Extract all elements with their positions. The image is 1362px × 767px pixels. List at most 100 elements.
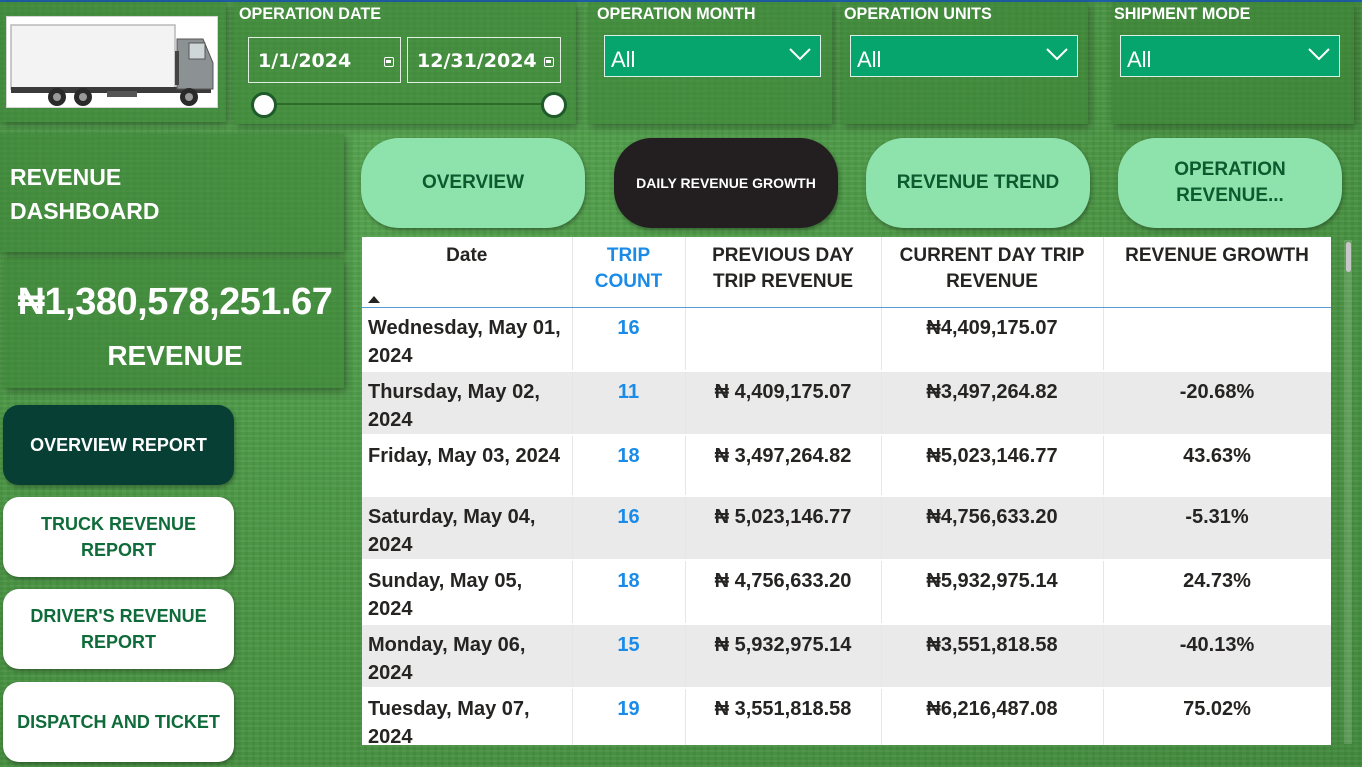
drivers-revenue-report-button[interactable]: DRIVER'S REVENUE REPORT [3, 589, 234, 669]
truck-revenue-report-label: TRUCK REVENUE REPORT [40, 514, 196, 560]
trip-count-cell: 16 [572, 495, 686, 561]
previous-day-revenue-cell: ₦ 5,023,146.77 [685, 495, 882, 561]
tab-overview[interactable]: OVERVIEW [361, 138, 585, 228]
table-row: Tuesday, May 07, 2024 19 ₦ 3,551,818.58 ₦6,… [362, 687, 1331, 745]
table-body: Wednesday, May 01, 2024 16 ₦4,409,175.07 Th… [362, 307, 1331, 745]
end-date-value: 12/31/2024 [417, 50, 537, 72]
current-day-revenue-cell: ₦6,216,487.08 [881, 687, 1104, 745]
table-header-row: Date TRIP COUNT PREVIOUS DAY TRIP REVENU… [362, 237, 1331, 308]
previous-day-revenue-cell: ₦ 3,551,818.58 [685, 687, 882, 745]
daily-revenue-table: Date TRIP COUNT PREVIOUS DAY TRIP REVENU… [362, 237, 1331, 745]
column-header-trip-count[interactable]: TRIP COUNT [572, 237, 686, 308]
operation-units-title: OPERATION UNITS [844, 4, 992, 23]
table-row: Wednesday, May 01, 2024 16 ₦4,409,175.07 [362, 307, 1331, 372]
start-date-input[interactable]: 1/1/2024 [248, 37, 401, 83]
end-date-input[interactable]: 12/31/2024 [407, 37, 561, 83]
date-cell: Thursday, May 02, 2024 [362, 370, 573, 436]
page-title-line-2: DASHBOARD [10, 198, 160, 224]
trip-count-cell: 11 [572, 370, 686, 436]
previous-day-revenue-cell [685, 307, 882, 372]
revenue-growth-cell: 43.63% [1103, 434, 1331, 497]
drivers-revenue-report-label: DRIVER'S REVENUE REPORT [30, 606, 207, 652]
tab-revenue-trend[interactable]: REVENUE TREND [866, 138, 1090, 228]
revenue-kpi-label: REVENUE [107, 340, 243, 371]
operation-month-dropdown[interactable]: All [604, 35, 821, 77]
column-header-revenue-growth-label: REVENUE GROWTH [1125, 245, 1309, 266]
chevron-down-icon [1046, 48, 1068, 61]
operation-units-dropdown[interactable]: All [850, 35, 1078, 77]
tab-operation-revenue-label: OPERATION REVENUE... [1174, 159, 1286, 206]
revenue-kpi-value: ₦1,380,578,251.67 [17, 281, 333, 323]
date-range-track [264, 103, 554, 105]
tab-operation-revenue[interactable]: OPERATION REVENUE... [1118, 138, 1342, 228]
truck-revenue-report-button[interactable]: TRUCK REVENUE REPORT [3, 497, 234, 577]
date-cell: Monday, May 06, 2024 [362, 623, 573, 689]
column-header-previous-day-revenue-label: PREVIOUS DAY TRIP REVENUE [712, 245, 854, 292]
page-title-line-1: REVENUE [10, 164, 122, 190]
date-cell: Wednesday, May 01, 2024 [362, 307, 573, 372]
table-row: Friday, May 03, 2024 18 ₦ 3,497,264.82 ₦5,0… [362, 434, 1331, 497]
column-header-current-day-revenue[interactable]: CURRENT DAY TRIP REVENUE [881, 237, 1104, 308]
current-day-revenue-cell: ₦4,409,175.07 [881, 307, 1104, 372]
column-header-date-label: Date [446, 245, 488, 266]
table-row: Saturday, May 04, 2024 16 ₦ 5,023,146.77 ₦4… [362, 495, 1331, 561]
column-header-current-day-revenue-label: CURRENT DAY TRIP REVENUE [899, 245, 1085, 292]
calendar-icon[interactable] [384, 57, 394, 67]
sort-ascending-icon [368, 295, 380, 303]
previous-day-revenue-cell: ₦ 5,932,975.14 [685, 623, 882, 689]
truck-icon [10, 24, 214, 106]
trip-count-cell: 15 [572, 623, 686, 689]
column-header-revenue-growth[interactable]: REVENUE GROWTH [1103, 237, 1331, 308]
shipment-mode-dropdown[interactable]: All [1120, 35, 1340, 77]
revenue-growth-cell: -40.13% [1103, 623, 1331, 689]
operation-date-title: OPERATION DATE [239, 4, 382, 23]
title-panel [0, 134, 344, 252]
table-row: Thursday, May 02, 2024 11 ₦ 4,409,175.07 ₦3… [362, 370, 1331, 436]
current-day-revenue-cell: ₦3,497,264.82 [881, 370, 1104, 436]
previous-day-revenue-cell: ₦ 4,756,633.20 [685, 559, 882, 625]
revenue-growth-cell: 75.02% [1103, 687, 1331, 745]
table-row: Sunday, May 05, 2024 18 ₦ 4,756,633.20 ₦5,9… [362, 559, 1331, 625]
calendar-icon[interactable] [544, 57, 554, 67]
operation-month-value: All [611, 47, 636, 72]
trip-count-cell: 16 [572, 307, 686, 372]
current-day-revenue-cell: ₦5,023,146.77 [881, 434, 1104, 497]
table-row: Monday, May 06, 2024 15 ₦ 5,932,975.14 ₦3,5… [362, 623, 1331, 689]
chevron-down-icon [789, 48, 811, 61]
table-scrollbar-thumb[interactable] [1346, 242, 1351, 272]
previous-day-revenue-cell: ₦ 3,497,264.82 [685, 434, 882, 497]
revenue-growth-cell: -5.31% [1103, 495, 1331, 561]
revenue-growth-cell: 24.73% [1103, 559, 1331, 625]
current-day-revenue-cell: ₦3,551,818.58 [881, 623, 1104, 689]
truck-logo [6, 16, 218, 108]
operation-month-title: OPERATION MONTH [597, 4, 756, 23]
current-day-revenue-cell: ₦4,756,633.20 [881, 495, 1104, 561]
column-header-previous-day-revenue[interactable]: PREVIOUS DAY TRIP REVENUE [685, 237, 882, 308]
page-title: REVENUE DASHBOARD [10, 160, 160, 228]
start-date-value: 1/1/2024 [258, 50, 352, 72]
current-day-revenue-cell: ₦5,932,975.14 [881, 559, 1104, 625]
shipment-mode-value: All [1127, 47, 1152, 72]
shipment-mode-title: SHIPMENT MODE [1114, 4, 1251, 23]
date-range-end-handle[interactable] [541, 92, 567, 118]
date-cell: Saturday, May 04, 2024 [362, 495, 573, 561]
date-cell: Sunday, May 05, 2024 [362, 559, 573, 625]
revenue-growth-cell: -20.68% [1103, 370, 1331, 436]
kpi-panel [4, 258, 344, 388]
chevron-down-icon [1308, 48, 1330, 61]
top-border [0, 0, 1362, 2]
date-cell: Tuesday, May 07, 2024 [362, 687, 573, 745]
tab-daily-revenue-growth[interactable]: DAILY REVENUE GROWTH [614, 138, 838, 228]
trip-count-cell: 19 [572, 687, 686, 745]
revenue-growth-cell [1103, 307, 1331, 372]
column-header-date[interactable]: Date [362, 237, 573, 308]
overview-report-button[interactable]: OVERVIEW REPORT [3, 405, 234, 485]
date-range-start-handle[interactable] [251, 92, 277, 118]
trip-count-cell: 18 [572, 559, 686, 625]
table-scrollbar[interactable] [1344, 240, 1352, 744]
previous-day-revenue-cell: ₦ 4,409,175.07 [685, 370, 882, 436]
operation-units-value: All [857, 47, 882, 72]
trip-count-cell: 18 [572, 434, 686, 497]
dispatch-and-ticket-button[interactable]: DISPATCH AND TICKET [3, 682, 234, 762]
column-header-trip-count-label: TRIP COUNT [594, 245, 663, 292]
